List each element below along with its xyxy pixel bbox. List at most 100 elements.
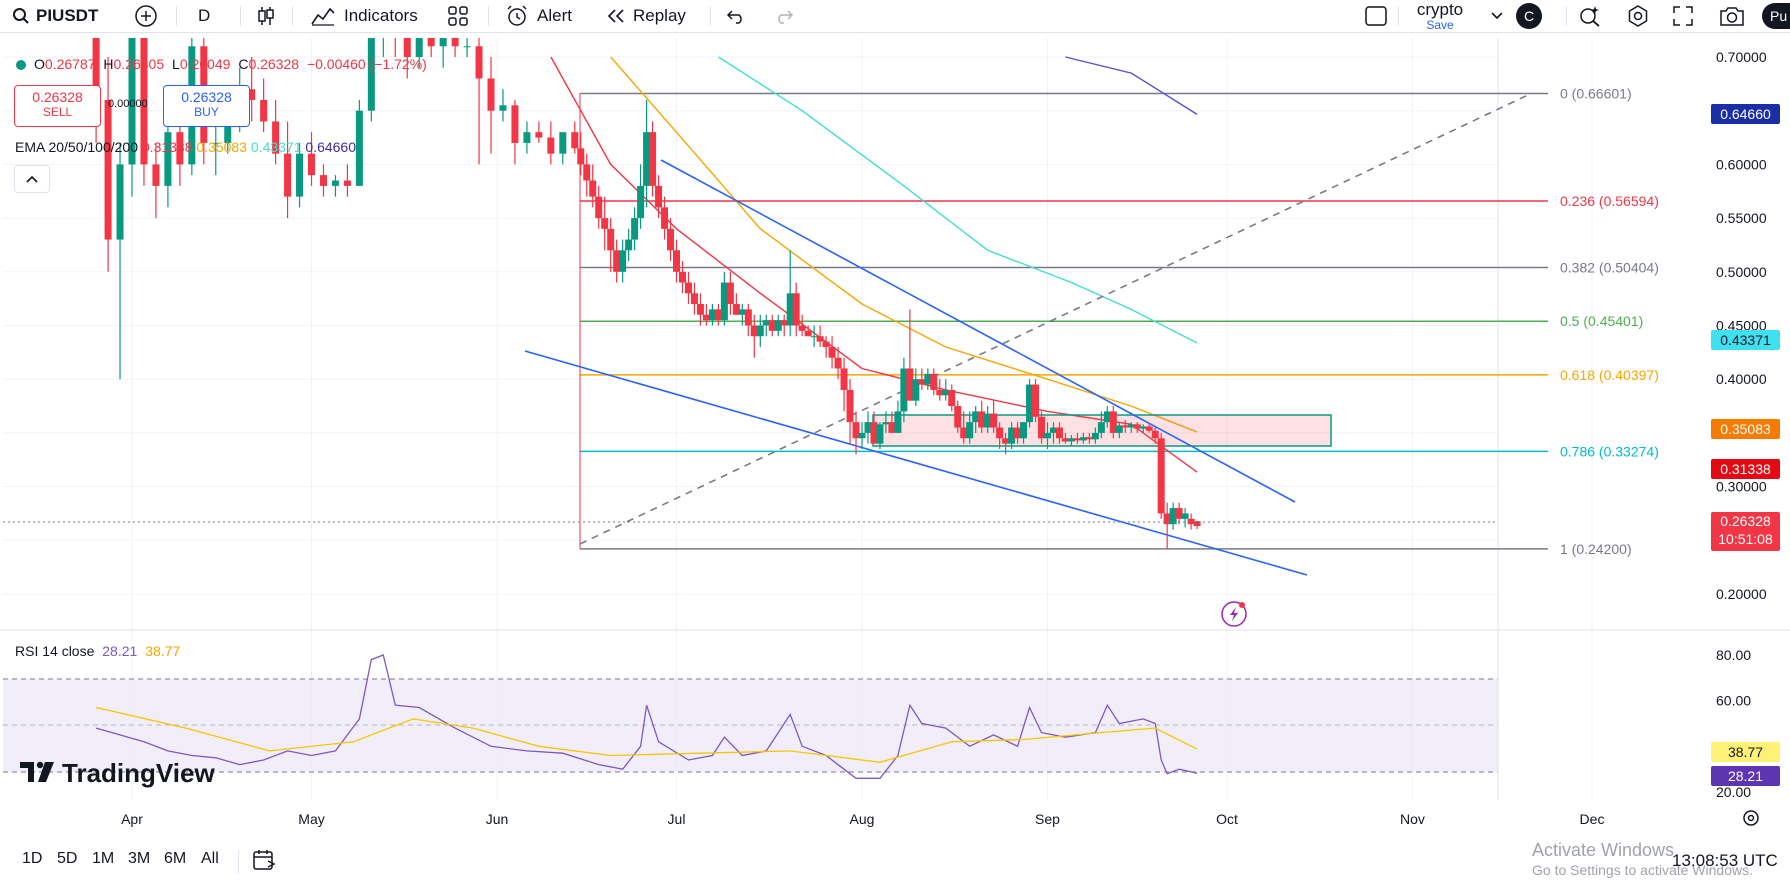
price-tick-label: 0.20000 [1716,586,1767,602]
indicators-icon [311,7,335,26]
candle-body [738,309,746,315]
ema-legend[interactable]: EMA 20/50/100/200 0.31338 0.35083 0.4337… [15,139,356,155]
falling-wedge-lower-line[interactable] [524,350,1308,576]
candle-body [1163,513,1171,525]
collapse-legend-button[interactable] [14,165,50,193]
range-5d-button[interactable]: 5D [57,850,78,867]
candle-body [152,164,160,186]
ema-line [610,56,1198,433]
time-tick-label: Jul [668,811,686,827]
layouts-button[interactable] [447,0,469,32]
quick-search-button[interactable] [1578,0,1602,32]
indicators-button[interactable]: Indicators [310,0,418,32]
ema-lines [550,56,1198,473]
candle-body [308,153,316,176]
time-tick-label: Sep [1035,811,1060,827]
candle-body [272,121,280,154]
candle-body [523,132,531,143]
candle-body [792,293,800,326]
candle-body [966,422,974,439]
undo-button[interactable] [726,0,746,32]
candle-body [559,132,567,154]
candle-body [942,389,950,396]
range-6m-button[interactable]: 6M [164,850,187,867]
candle-body [864,422,872,433]
compare-button[interactable] [134,0,158,32]
rsi-tag: 28.21 [1711,766,1780,786]
symbol-search[interactable]: PIUSDT [12,0,98,32]
candle-body [164,132,172,186]
save-label: Save [1426,18,1454,32]
candle-body [1103,411,1111,423]
low-value: 0.26049 [179,56,231,72]
rsi-legend[interactable]: RSI 14 close 28.21 38.77 [15,643,180,659]
layout-toggle-button[interactable] [1364,0,1388,32]
axis-settings-button[interactable] [1741,808,1761,833]
falling-wedge-upper-line[interactable] [660,159,1296,503]
candle-body [577,148,585,165]
candle-body [212,142,220,144]
candle-body [499,105,507,111]
rsi-value: 28.21 [102,643,138,659]
layout-name-button[interactable]: crypto Save [1405,0,1475,31]
chart-area[interactable]: 0 (0.66601) 0.236 (0.56594) 0.382 (0.50404… [0,38,1790,838]
tradingview-logo[interactable]: TradingView [20,758,215,788]
publish-label: Pu [1762,3,1790,29]
candle-body [451,38,459,47]
toolbar-divider [240,6,241,26]
sell-button[interactable]: 0.26328 SELL [14,85,101,127]
candle-body [960,427,968,439]
lightning-icon[interactable] [1221,601,1247,627]
layout-name: crypto [1416,0,1464,19]
chevron-down-icon [1491,12,1503,20]
candle-body [894,411,902,433]
chart-type-button[interactable] [256,0,276,32]
toolbar-divider [710,6,711,26]
candle-body [804,330,812,337]
ema200-value: 0.64660 [305,139,356,155]
candle-body [260,99,268,122]
time-tick-label: Nov [1400,811,1425,827]
snapshot-button[interactable] [1719,0,1745,32]
time-tick-label: Aug [850,811,875,827]
publish-button[interactable]: Pu [1762,0,1790,32]
redo-button[interactable] [774,0,794,32]
replay-label: Replay [633,6,686,25]
account-button[interactable]: C [1516,0,1542,32]
candle-body [912,379,920,401]
square-icon [1365,6,1387,26]
candle-body [403,38,411,58]
candle-body [924,373,932,385]
ema50-price-tag: 0.35083 [1711,419,1780,439]
layout-menu-button[interactable] [1490,0,1504,32]
high-value: 0.26805 [113,56,165,72]
candles-icon [258,7,274,25]
price-tick-label: 0.40000 [1716,371,1767,387]
interval-button[interactable]: D [198,6,211,25]
range-1m-button[interactable]: 1M [92,850,115,867]
candle-body [1097,422,1105,433]
fibonacci-retracement[interactable]: 0 (0.66601) 0.236 (0.56594) 0.382 (0.50404… [579,86,1659,557]
fullscreen-button[interactable] [1672,0,1694,32]
goto-date-button[interactable] [252,848,278,877]
replay-button[interactable]: Replay [605,0,686,32]
fib-level-label: 0.382 (0.50404) [1560,259,1659,275]
alert-button[interactable]: Alert [505,0,572,32]
high-label: H [103,56,114,72]
range-1d-button[interactable]: 1D [22,850,43,867]
buy-button[interactable]: 0.26328 BUY [163,85,250,127]
fib-trend-line[interactable] [579,93,1531,545]
candle-body [427,38,435,47]
clock[interactable]: 13:08:53 UTC [1672,851,1778,870]
range-3m-button[interactable]: 3M [128,850,151,867]
settings-button[interactable] [1626,0,1650,32]
rsi-tick-label: 20.00 [1716,784,1751,800]
candle-body [1032,384,1040,417]
range-all-button[interactable]: All [201,850,219,867]
calendar-goto-icon [253,850,276,870]
candle-body [667,228,675,251]
candle-body [673,250,681,272]
candle-body [780,320,788,326]
consolidation-rectangle[interactable] [872,414,1332,447]
candle-body [176,132,184,165]
